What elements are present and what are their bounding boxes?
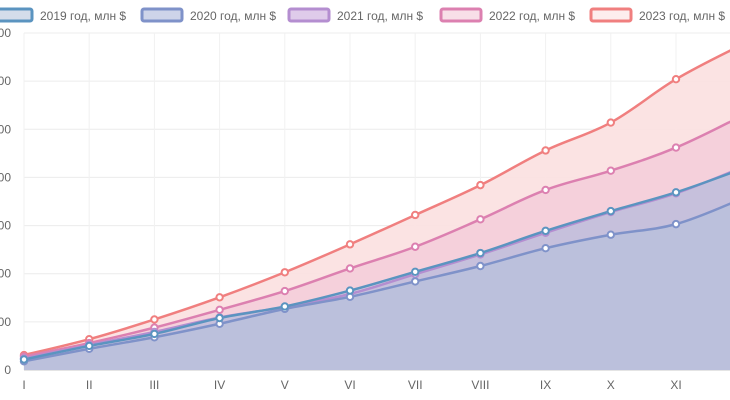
data-point: [411, 242, 420, 251]
data-point: [671, 188, 681, 197]
data-point: [19, 355, 29, 364]
series-line: [23, 202, 730, 363]
data-point: [345, 286, 355, 295]
x-tick-label: X: [607, 378, 615, 392]
y-tick-label: 00: [0, 315, 11, 329]
x-tick-label: I: [22, 378, 25, 392]
x-tick-label: VI: [344, 378, 355, 392]
data-point: [606, 166, 615, 175]
y-tick-label: 00: [0, 122, 11, 136]
x-tick-label: VII: [408, 378, 423, 392]
legend-swatch: [439, 7, 483, 23]
data-point: [280, 302, 289, 311]
x-tick-label: II: [86, 378, 93, 392]
data-point: [606, 118, 615, 127]
legend: 2019 год, млн $ 2020 год, млн $ 2021 год, …: [0, 7, 725, 23]
data-point: [150, 315, 159, 324]
data-point: [411, 277, 420, 286]
data-point: [671, 219, 681, 229]
data-point: [541, 243, 550, 253]
legend-label: 2022 год, млн $: [489, 9, 575, 23]
x-tick-label: V: [281, 378, 289, 392]
y-tick-label: 00: [0, 74, 11, 88]
data-point: [476, 180, 485, 190]
data-point: [671, 75, 681, 84]
data-point: [476, 248, 485, 258]
data-point: [541, 226, 550, 236]
series-line: [23, 49, 730, 357]
data-point: [215, 305, 224, 315]
series-line: [23, 120, 730, 358]
data-point: [280, 268, 289, 277]
x-tick-label: IV: [214, 378, 225, 392]
data-point: [280, 286, 289, 296]
legend-label: 2021 год, млн $: [337, 9, 423, 23]
legend-swatch: [589, 7, 633, 23]
data-point: [671, 143, 681, 152]
data-point: [476, 261, 485, 271]
legend-swatch: [0, 7, 34, 23]
data-point: [150, 329, 159, 339]
legend-label: 2019 год, млн $: [40, 9, 126, 23]
data-point: [476, 215, 485, 224]
data-point: [541, 146, 550, 155]
x-tick-label: VIII: [471, 378, 489, 392]
series-area: [24, 173, 730, 370]
legend-label: 2020 год, млн $: [190, 9, 276, 23]
data-point: [541, 185, 550, 195]
data-point: [606, 230, 615, 239]
series-line: [23, 171, 730, 361]
series-points: [19, 75, 681, 366]
y-tick-label: 00: [0, 26, 11, 40]
legend-swatch: [287, 7, 331, 23]
y-tick-label: 00: [0, 267, 11, 281]
y-tick-label: 00: [0, 170, 11, 184]
x-tick-label: XI: [670, 378, 681, 392]
data-point: [345, 240, 355, 249]
y-tick-label: 00: [0, 219, 11, 233]
data-point: [85, 341, 94, 351]
x-axis: IIIIIIIVVVIVIIVIIIIXXXIXII: [22, 378, 681, 392]
legend-label: 2023 год, млн $: [639, 9, 725, 23]
series-lines: [23, 49, 730, 363]
data-point: [411, 267, 420, 276]
data-point: [215, 313, 224, 323]
data-point: [411, 210, 420, 220]
data-point: [606, 206, 615, 216]
x-tick-label: IX: [540, 378, 551, 392]
x-tick-label: III: [149, 378, 159, 392]
data-point: [345, 264, 355, 273]
data-point: [215, 293, 224, 302]
y-tick-label: 0: [4, 363, 11, 377]
legend-swatch: [140, 7, 184, 23]
